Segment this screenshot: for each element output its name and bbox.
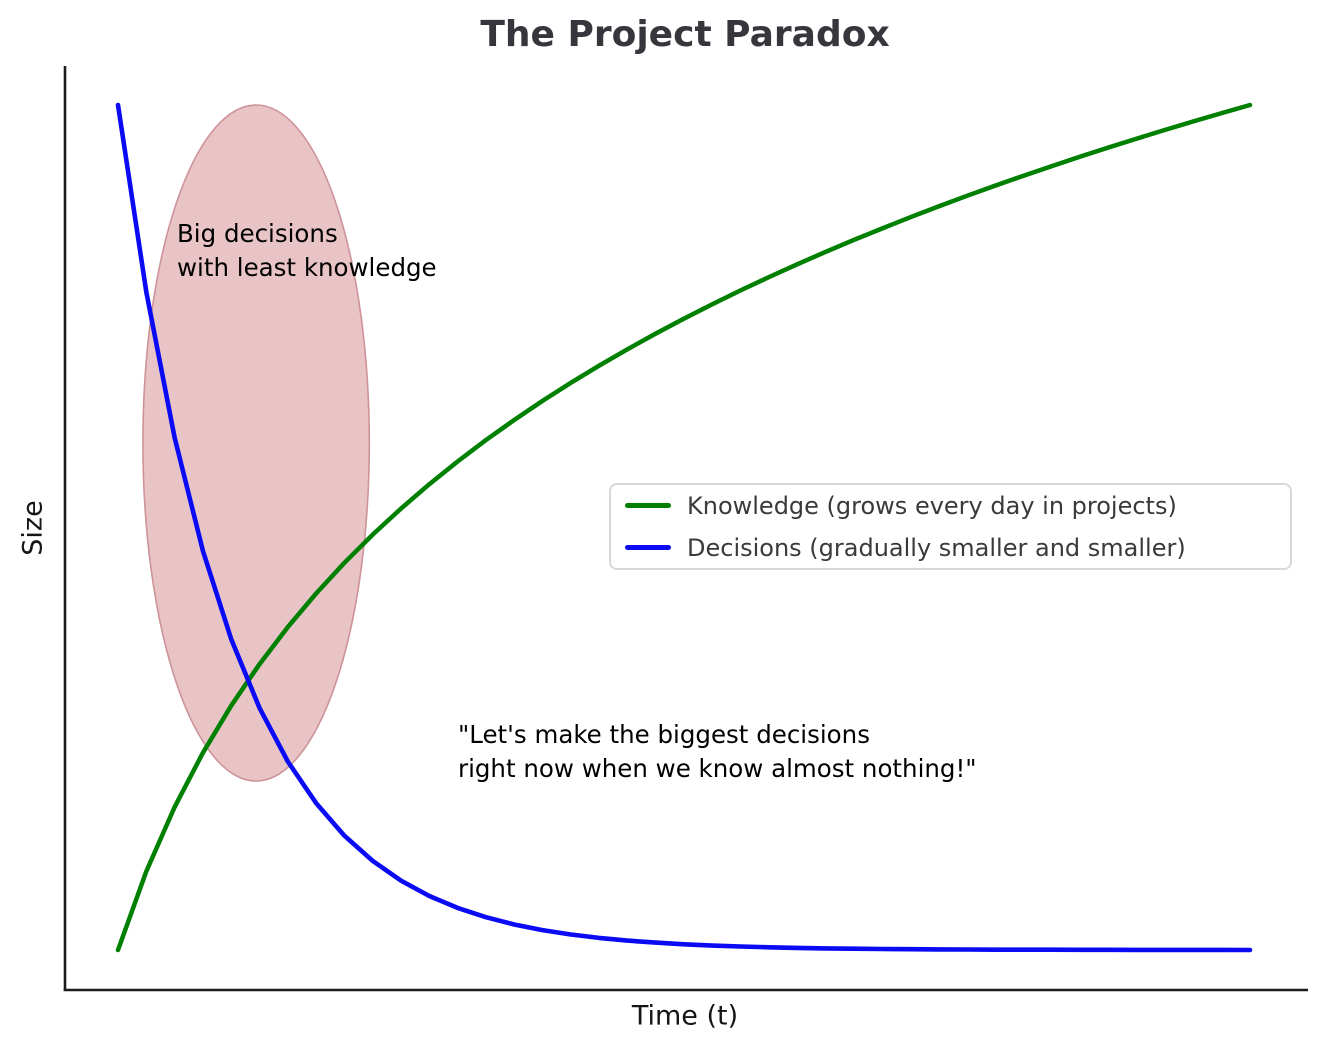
highlight-ellipse bbox=[142, 104, 371, 782]
y-axis-label: Size bbox=[17, 500, 49, 556]
legend-label-knowledge: Knowledge (grows every day in projects) bbox=[687, 491, 1177, 520]
x-axis-label: Time (t) bbox=[631, 1000, 739, 1032]
knowledge-line-swatch bbox=[625, 503, 671, 508]
knowledge-curve bbox=[115, 102, 1253, 953]
annotation-quote: "Let's make the biggest decisions right … bbox=[458, 720, 977, 783]
decisions-curve bbox=[115, 102, 1253, 953]
annotation-big-decisions: Big decisions with least knowledge bbox=[177, 219, 437, 282]
chart-title: The Project Paradox bbox=[480, 14, 890, 55]
legend-label-decisions: Decisions (gradually smaller and smaller… bbox=[687, 533, 1186, 562]
legend-row-knowledge: Knowledge (grows every day in projects) bbox=[611, 489, 1290, 523]
legend: Knowledge (grows every day in projects) … bbox=[609, 483, 1292, 570]
legend-row-decisions: Decisions (gradually smaller and smaller… bbox=[611, 531, 1290, 565]
decisions-line-swatch bbox=[625, 545, 671, 550]
